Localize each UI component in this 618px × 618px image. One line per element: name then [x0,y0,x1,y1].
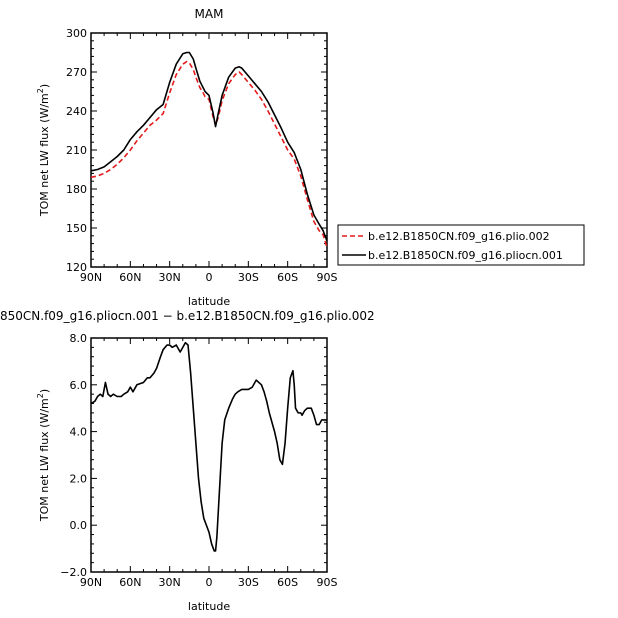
legend-label-pliocn: b.e12.B1850CN.f09_g16.pliocn.001 [368,249,563,262]
x-tick-label: 0 [206,576,213,589]
x-tick-label: 30N [159,576,181,589]
panel-top-title: MAM [195,7,224,21]
panel-top-x-ticks: 90N 60N 30N 0 30S 60S 90S [80,33,338,284]
x-tick-label: 60N [119,271,141,284]
panel-top-chart: MAM 120 150 180 210 240 270 300 90N 60N 30N 0 30S 6… [36,7,338,308]
series-line-top-1 [90,51,328,242]
y-tick-label: 300 [66,27,87,40]
panel-bottom-series-lines [90,341,327,552]
y-tick-label: 180 [66,183,87,196]
y-tick-label: 120 [66,261,87,274]
y-tick-label: 240 [66,105,87,118]
x-tick-label: 90S [317,576,338,589]
y-tick-label: 6.0 [70,379,88,392]
panel-top-plot-frame [90,32,328,268]
legend-box [337,224,585,266]
y-tick-label: 4.0 [70,426,88,439]
y-tick-label: 210 [66,144,87,157]
y-tick-label: −2.0 [60,566,87,579]
series-line-bottom-0 [90,341,327,552]
x-tick-label: 30S [238,576,259,589]
y-tick-label: 0.0 [70,519,88,532]
y-tick-label: 2.0 [70,472,88,485]
x-tick-label: 90N [80,271,102,284]
panel-top-x-axis-label: latitude [188,295,230,308]
panel-top-y-ticks: 120 150 180 210 240 270 300 [66,27,327,274]
x-tick-label: 60S [277,576,298,589]
x-tick-label: 90S [317,271,338,284]
panel-top-y-axis-label: TOM net LW flux (W/m2) [36,84,51,217]
x-tick-label: 90N [80,576,102,589]
legend: b.e12.B1850CN.f09_g16.plio.002 b.e12.B18… [337,224,585,266]
series-line-top-0 [90,60,328,248]
panel-bottom-x-axis-label: latitude [188,600,230,613]
panel-bottom-chart: 850CN.f09_g16.pliocn.001 − b.e12.B1850CN… [0,309,375,613]
legend-label-plio: b.e12.B1850CN.f09_g16.plio.002 [368,230,550,243]
panel-bottom-y-axis-label: TOM net LW flux (W/m2) [36,389,51,522]
y-tick-label: 150 [66,222,87,235]
panel-bottom-title: 850CN.f09_g16.pliocn.001 − b.e12.B1850CN… [0,309,375,323]
x-tick-label: 0 [206,271,213,284]
x-tick-label: 30N [159,271,181,284]
panel-bottom-x-ticks: 90N 60N 30N 0 30S 60S 90S [80,338,338,589]
panel-top-series-lines [90,51,328,248]
x-tick-label: 30S [238,271,259,284]
panel-bottom-y-ticks: −2.0 0.0 2.0 4.0 6.0 8.0 [60,332,327,579]
x-tick-label: 60N [119,576,141,589]
y-tick-label: 270 [66,66,87,79]
y-tick-label: 8.0 [70,332,88,345]
x-tick-label: 60S [277,271,298,284]
